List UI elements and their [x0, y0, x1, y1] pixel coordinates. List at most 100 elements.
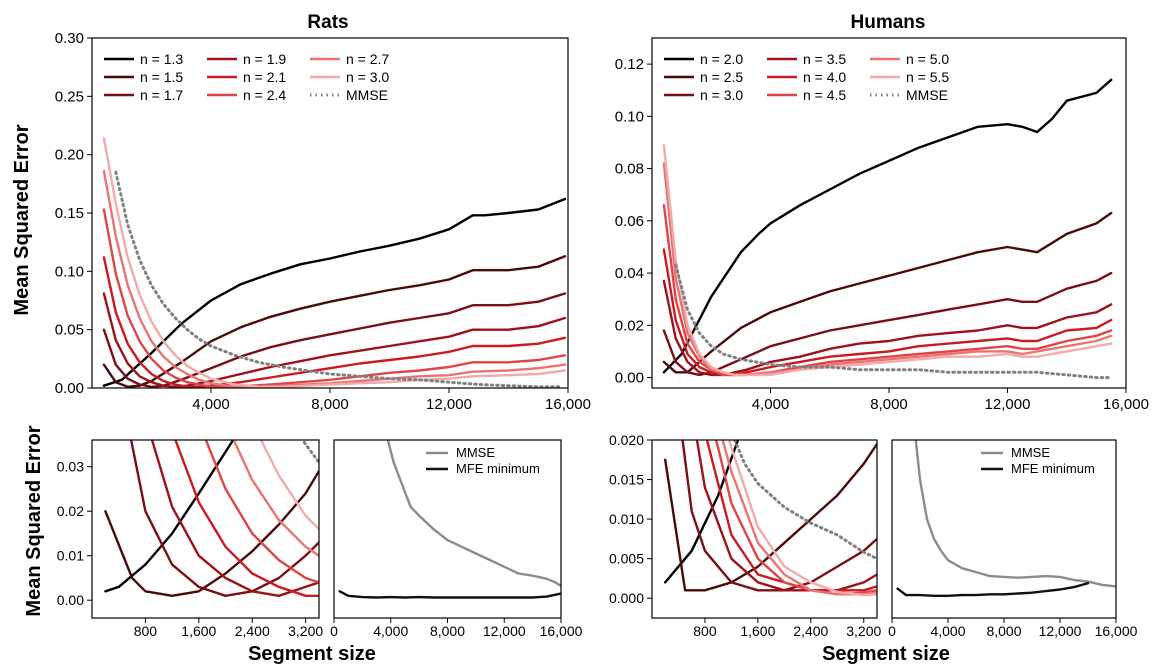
legend-label: n = 1.7	[140, 87, 183, 103]
y-tick-label: 0.005	[609, 551, 644, 567]
y-tick-label: 0.05	[55, 322, 84, 339]
series-mfe-minimum-line	[896, 582, 1090, 597]
legend-label: n = 2.1	[243, 69, 286, 85]
legend-label: n = 5.0	[906, 51, 949, 67]
legend-label: MFE minimum	[456, 461, 540, 476]
legend-label: MMSE	[456, 445, 495, 460]
x-tick-label: 16,000	[1095, 623, 1138, 639]
series-n-3-0-line	[259, 440, 319, 531]
humans-main-chart: 4,000 8,000 12,000 16,000 0.00 0.02 0.04 0.06 0.…	[615, 37, 1149, 413]
legend-label: MMSE	[906, 87, 948, 103]
y-tick-label: 0.06	[615, 213, 644, 230]
y-tick-label: 0.08	[615, 161, 644, 178]
series-mfe-minimum-line	[338, 590, 561, 599]
y-axis-label-bottom: Mean Squared Error	[23, 425, 45, 616]
rats-zoom-chart: 800 1,600 2,400 3,200 0.00 0.01 0.02 0.03	[57, 439, 323, 639]
humans-zoom-chart: 800 1,600 2,400 3,200 0.000 0.005 0.010 0.015 0.…	[609, 432, 882, 639]
series-mmse-line	[301, 440, 319, 464]
x-tick-label: 800	[134, 623, 158, 639]
y-tick-label: 0.02	[57, 503, 84, 519]
legend-label: n = 1.9	[243, 51, 286, 67]
x-tick-label: 4,000	[930, 623, 965, 639]
series-mmse-line	[914, 440, 1116, 588]
legend-label: n = 4.0	[803, 69, 846, 85]
y-tick-label: 0.020	[609, 432, 644, 448]
legend: n = 1.3 n = 1.5 n = 1.7 n = 1.9 n = 2.1 n = 2…	[104, 51, 389, 103]
series-n-2-5-line	[664, 442, 877, 592]
x-tick-label: 0	[888, 623, 896, 639]
y-tick-label: 0.015	[609, 472, 644, 488]
y-tick-label: 0.000	[609, 590, 644, 606]
series-n-3-5-line	[662, 279, 1113, 377]
x-tick-label: 8,000	[870, 396, 908, 413]
series-n-5-0-line	[662, 162, 1113, 377]
series-n-2-1-line	[174, 440, 319, 597]
legend-label: n = 3.0	[346, 69, 389, 85]
rats-title: Rats	[307, 12, 348, 33]
series-n-4-0-line	[662, 248, 1113, 377]
x-tick-label: 3,200	[846, 623, 881, 639]
y-tick-label: 0.12	[615, 56, 644, 73]
y-tick-label: 0.02	[615, 317, 644, 334]
x-tick-label: 8,000	[986, 623, 1021, 639]
series-n-1-7-line	[129, 440, 319, 597]
series-n-2-7-line	[232, 440, 319, 557]
x-tick-label: 4,000	[192, 396, 230, 413]
series-n-1-3-line	[104, 440, 235, 593]
legend-label: MMSE	[346, 87, 388, 103]
series-n-5-5-line	[662, 143, 1113, 377]
legend-label: n = 2.7	[346, 51, 389, 67]
legend-label: n = 2.5	[700, 69, 743, 85]
series-n-2-4-line	[102, 208, 567, 388]
plot-frame	[91, 439, 320, 619]
x-tick-label: 8,000	[311, 396, 349, 413]
y-tick-label: 0.00	[57, 592, 84, 608]
legend-label: n = 5.5	[906, 69, 949, 85]
legend: n = 2.0 n = 2.5 n = 3.0 n = 3.5 n = 4.0 n = 4…	[664, 51, 949, 103]
series-n-1-7-line	[102, 292, 567, 388]
series-n-2-0-line	[664, 440, 740, 584]
series-mmse-line	[733, 440, 877, 561]
y-tick-label: 0.00	[55, 380, 84, 397]
x-tick-label: 2,400	[793, 623, 828, 639]
legend-label: MMSE	[1011, 445, 1050, 460]
series-n-4-0-line	[705, 440, 877, 592]
series-n-1-9-line	[150, 440, 319, 597]
y-tick-label: 0.00	[615, 370, 644, 387]
y-tick-label: 0.01	[57, 548, 84, 564]
y-axis-label-top: Mean Squared Error	[11, 124, 33, 315]
series-n-3-0-line	[102, 137, 567, 388]
plot-frame	[651, 439, 878, 619]
series-n-1-9-line	[102, 292, 567, 388]
legend-label: MFE minimum	[1011, 461, 1095, 476]
series-n-4-5-line	[714, 440, 877, 596]
x-tick-label: 12,000	[426, 396, 472, 413]
series-mmse-line	[114, 170, 564, 388]
legend-label: n = 1.3	[140, 51, 183, 67]
legend-label: n = 1.5	[140, 69, 183, 85]
series-mmse-line	[674, 263, 1113, 380]
series-n-1-3-line	[102, 197, 567, 387]
series-n-2-1-line	[102, 256, 567, 388]
x-tick-label: 1,600	[181, 623, 216, 639]
series-n-1-5-line	[104, 469, 319, 597]
x-tick-label: 16,000	[540, 623, 583, 639]
x-tick-label: 16,000	[1103, 396, 1149, 413]
x-tick-label: 3,200	[288, 623, 323, 639]
x-tick-label: 1,600	[740, 623, 775, 639]
x-tick-label: 12,000	[483, 623, 526, 639]
series-n-2-0-line	[662, 78, 1113, 374]
x-tick-label: 4,000	[373, 623, 408, 639]
x-tick-label: 2,400	[235, 623, 270, 639]
series-n-5-0-line	[721, 440, 877, 596]
x-axis-label-left: Segment size	[248, 643, 376, 665]
y-tick-label: 0.15	[55, 205, 84, 222]
legend-label: n = 3.5	[803, 51, 846, 67]
humans-title: Humans	[851, 12, 926, 33]
y-tick-label: 0.10	[55, 263, 84, 280]
